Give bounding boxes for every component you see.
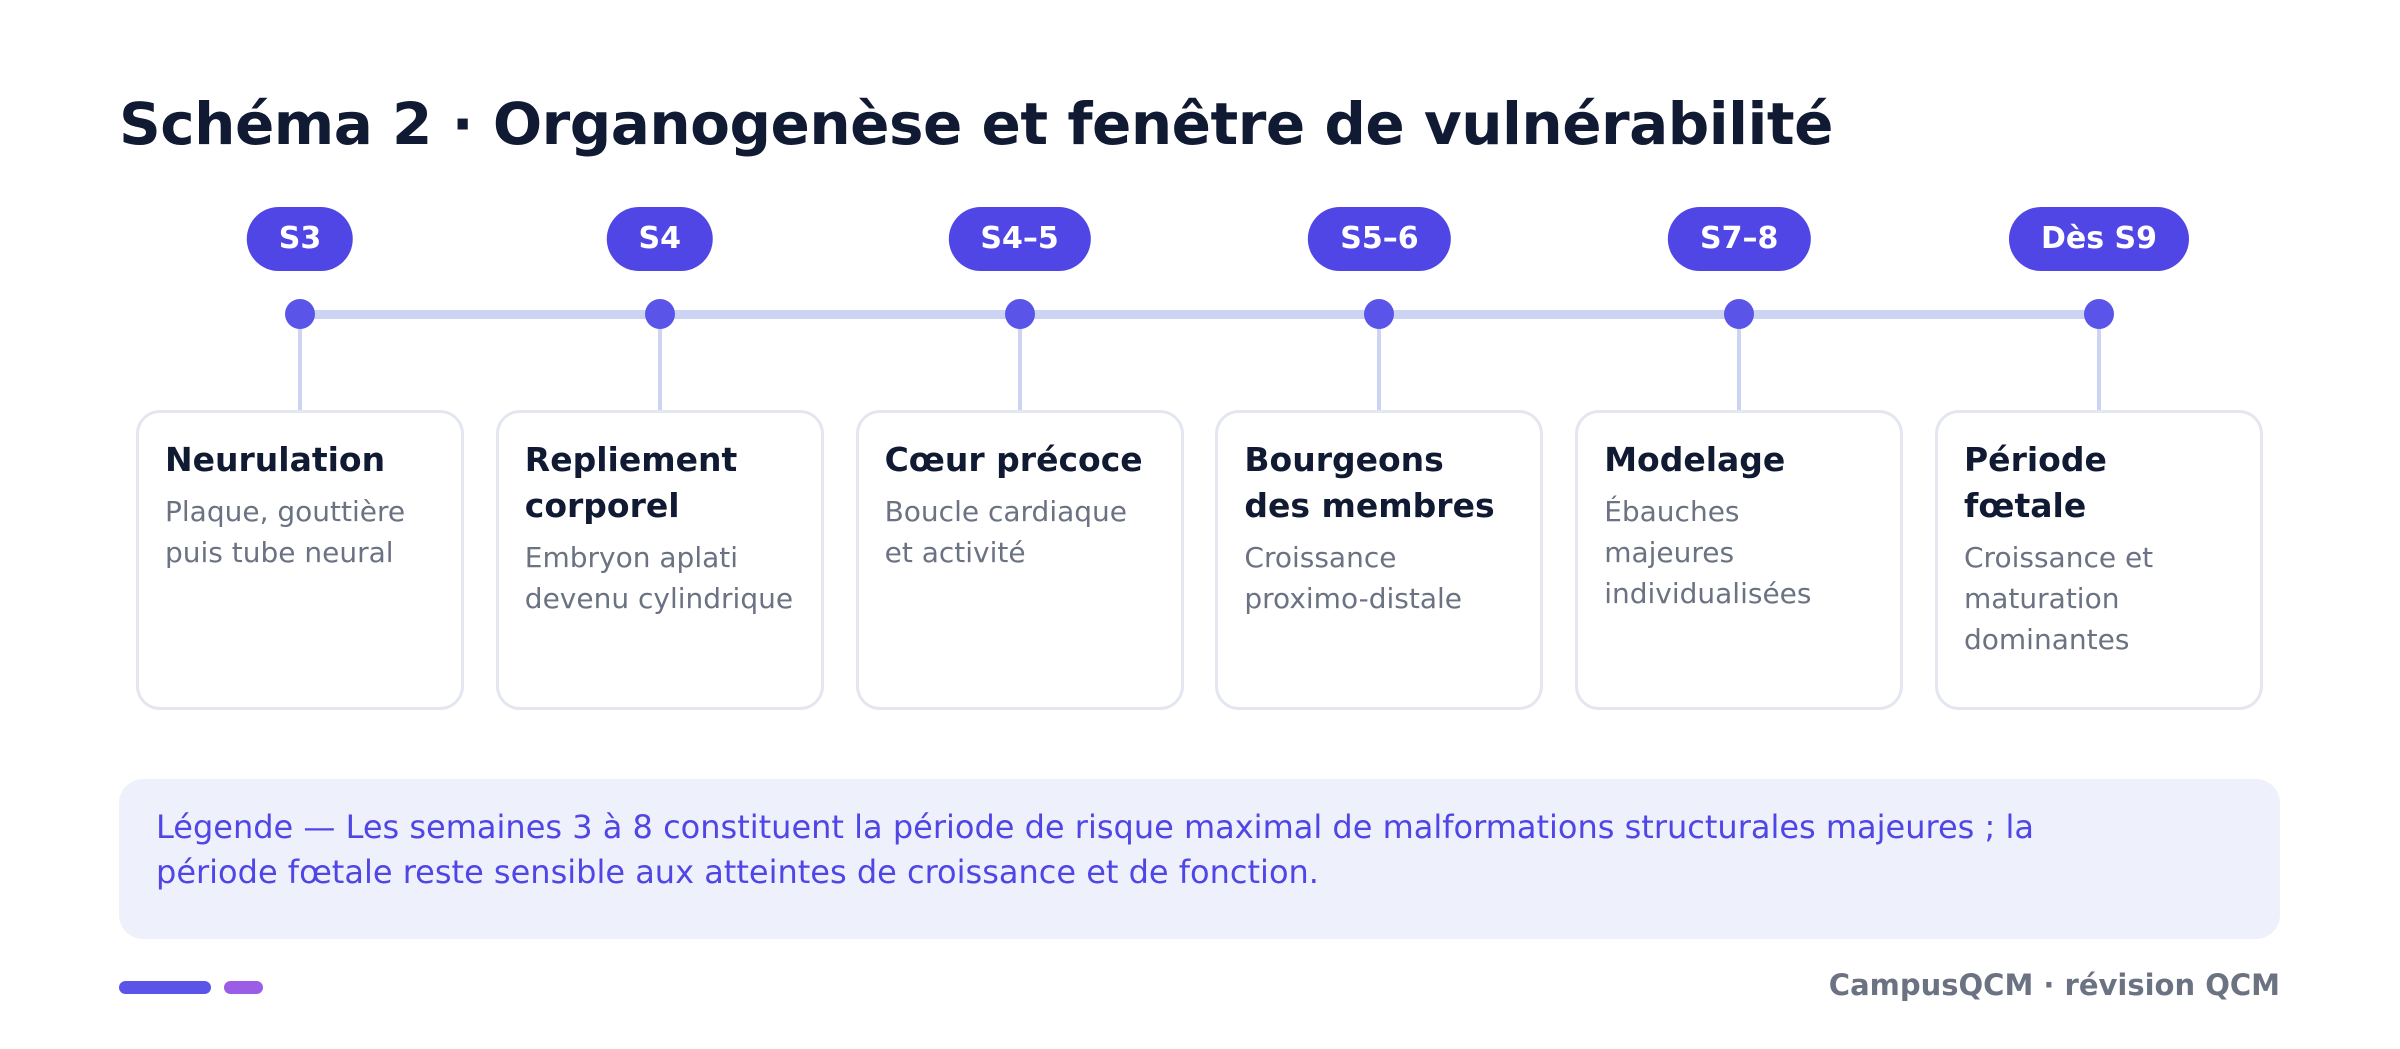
step-title: Modelage [1604, 440, 1786, 479]
timeline-dot [1364, 299, 1395, 329]
connector [1737, 314, 1742, 410]
step-card: Période fœtale Croissance et maturation d… [1935, 410, 2263, 710]
step-badge: S4 [606, 207, 714, 271]
step-title: Neurulation [165, 440, 386, 479]
step-badge: S3 [246, 207, 354, 271]
step-badge: Dès S9 [2008, 207, 2190, 271]
step-description: Ébauches majeures individualisées [1604, 495, 1812, 610]
step-card: Neurulation Plaque, gouttière puis tube n… [136, 410, 464, 710]
legend-text: Légende — Les semaines 3 à 8 constituent… [156, 808, 2034, 891]
accent-bar [119, 981, 211, 994]
step-card: Repliement corporel Embryon aplati devenu… [495, 410, 824, 710]
step-description: Croissance et maturation dominantes [1964, 541, 2154, 656]
step-title: Bourgeons des membres [1244, 440, 1495, 525]
step-description: Embryon aplati devenu cylindrique [524, 541, 794, 615]
step-title: Période fœtale [1964, 440, 2107, 525]
timeline-dot [285, 299, 315, 329]
timeline-dot [644, 299, 675, 329]
connector [2097, 314, 2101, 410]
step-badge: S7–8 [1668, 207, 1811, 271]
connector [657, 314, 662, 410]
step-description: Croissance proximo-distale [1244, 541, 1462, 615]
step-title: Repliement corporel [524, 440, 738, 525]
step-card: Cœur précoce Boucle cardiaque et activité [855, 410, 1184, 710]
legend-box: Légende — Les semaines 3 à 8 constituent… [119, 779, 2280, 939]
step-description: Boucle cardiaque et activité [884, 495, 1128, 569]
timeline-dot [1004, 299, 1035, 329]
footer-brand: CampusQCM · révision QCM [1828, 968, 2280, 1002]
timeline-dot [1724, 299, 1755, 329]
step-card: Bourgeons des membres Croissance proximo-… [1215, 410, 1544, 710]
accent-bar [224, 981, 263, 994]
connector [298, 314, 302, 410]
connector [1377, 314, 1382, 410]
step-title: Cœur précoce [884, 440, 1143, 479]
step-badge: S4–5 [948, 207, 1091, 271]
timeline-rail [300, 310, 2099, 319]
connector [1017, 314, 1022, 410]
timeline-dot [2084, 299, 2114, 329]
step-description: Plaque, gouttière puis tube neural [165, 495, 406, 569]
step-card: Modelage Ébauches majeures individualisée… [1575, 410, 1904, 710]
step-badge: S5–6 [1308, 207, 1451, 271]
title: Schéma 2 · Organogenèse et fenêtre de vu… [119, 90, 1834, 158]
